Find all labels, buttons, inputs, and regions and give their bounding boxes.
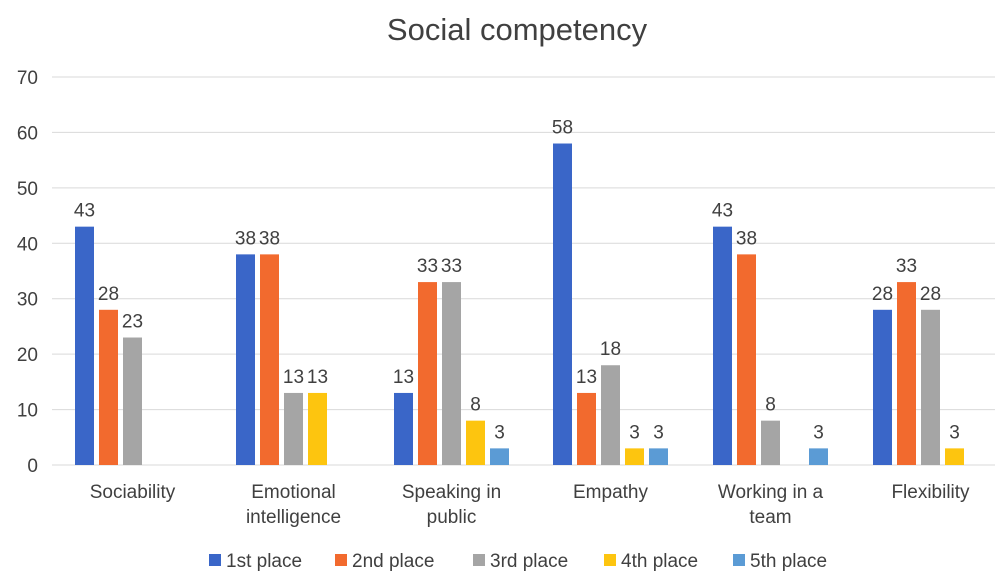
bar [649,448,668,465]
x-category-label-line: Flexibility [891,482,970,503]
bar [945,448,964,465]
chart-title: Social competency [387,12,648,47]
gridlines [52,76,995,466]
x-category-label: Speaking in public [402,482,501,528]
data-label: 28 [920,284,941,305]
data-label: 13 [393,367,414,388]
bar [284,392,303,465]
data-label: 13 [307,367,328,388]
legend-item: 5th place [733,551,827,572]
legend-swatch [604,554,616,566]
y-tick-label: 40 [17,234,38,255]
bar [236,254,255,465]
bar [394,392,413,465]
bar [761,420,780,465]
y-tick-label: 50 [17,179,38,200]
legend: 1st place 2nd place 3rd place 4th place 5th … [209,551,827,572]
data-label: 58 [552,118,573,139]
legend-swatch [733,554,745,566]
x-category-label: Flexibility [891,482,970,503]
bar [490,448,509,465]
x-category-label: Sociability [90,482,176,503]
bar [737,254,756,465]
legend-item: 1st place [209,551,302,572]
legend-label: 4th place [621,551,698,572]
y-tick-label: 70 [17,68,38,89]
legend-item: 2nd place [335,551,434,572]
data-label: 13 [576,367,597,388]
bar [260,254,279,465]
data-label: 23 [122,312,143,333]
x-category-label-line: team [749,507,791,528]
y-tick-label: 0 [27,456,38,477]
y-tick-label: 30 [17,290,38,311]
bar [418,282,437,465]
x-category-label-line: Sociability [90,482,176,503]
data-label: 8 [470,395,481,416]
bar [553,143,572,465]
bar [601,365,620,465]
bar [442,282,461,465]
legend-label: 1st place [226,551,302,572]
bar [809,448,828,465]
legend-swatch [335,554,347,566]
legend-swatch [473,554,485,566]
x-axis-categories: Sociability Emotional intelligence Speaking… [90,482,970,528]
data-label: 33 [441,256,462,277]
data-label: 3 [653,422,664,443]
data-label: 38 [259,228,280,249]
data-label: 38 [736,228,757,249]
x-category-label-line: Emotional [251,482,336,503]
bar [921,309,940,465]
data-label: 3 [494,422,505,443]
bar [466,420,485,465]
x-category-label-line: intelligence [246,507,341,528]
bars [75,143,964,465]
data-label: 28 [872,284,893,305]
legend-item: 3rd place [473,551,568,572]
data-label: 18 [600,339,621,360]
bar [123,337,142,465]
data-label: 38 [235,228,256,249]
legend-item: 4th place [604,551,698,572]
legend-swatch [209,554,221,566]
data-label: 3 [813,422,824,443]
x-category-label: Empathy [573,482,648,503]
data-label: 28 [98,284,119,305]
data-label: 3 [629,422,640,443]
y-tick-label: 10 [17,401,38,422]
data-label: 8 [765,395,776,416]
bar [713,226,732,465]
x-category-label: Emotional intelligence [246,482,341,528]
y-axis-ticks: 0 10 20 30 40 50 60 70 [17,68,38,477]
x-category-label-line: Empathy [573,482,648,503]
legend-label: 5th place [750,551,827,572]
data-label: 33 [896,256,917,277]
data-label: 33 [417,256,438,277]
x-category-label: Working in a team [718,482,824,528]
bar [577,392,596,465]
x-category-label-line: Working in a [718,482,824,503]
bar [75,226,94,465]
x-category-label-line: Speaking in [402,482,501,503]
bar [99,309,118,465]
data-label: 3 [949,422,960,443]
bar [625,448,644,465]
y-tick-label: 20 [17,345,38,366]
legend-label: 3rd place [490,551,568,572]
data-label: 43 [712,201,733,222]
bar [897,282,916,465]
x-category-label-line: public [427,507,477,528]
data-label: 13 [283,367,304,388]
bar [873,309,892,465]
data-label: 43 [74,201,95,222]
legend-label: 2nd place [352,551,434,572]
y-tick-label: 60 [17,123,38,144]
bar [308,392,327,465]
